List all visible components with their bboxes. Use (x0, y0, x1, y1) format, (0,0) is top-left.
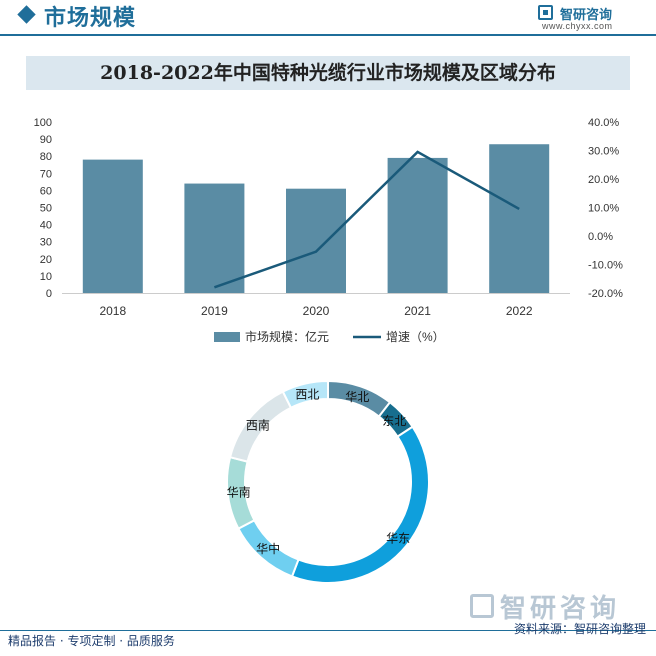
y-right-tick-label: 30.0% (588, 146, 619, 158)
x-tick-label: 2022 (506, 304, 533, 318)
page-title: 市场规模 (44, 6, 137, 31)
y-left-tick-label: 70 (40, 168, 52, 180)
bar (286, 188, 346, 293)
x-tick-label: 2019 (201, 304, 228, 318)
brand-logo-icon (538, 5, 553, 20)
x-tick-label: 2021 (404, 304, 431, 318)
footer-slogan: 精品报告 · 专项定制 · 品质服务 (8, 634, 175, 648)
donut-slice (290, 425, 430, 584)
y-left-tick-label: 10 (40, 271, 52, 283)
y-right-tick-label: 0.0% (588, 231, 613, 243)
diamond-icon (17, 5, 36, 24)
growth-line (213, 150, 520, 289)
donut-slice-label: 东北 (382, 414, 406, 428)
brand-url: www.chyxx.com (542, 21, 613, 31)
y-right-tick-label: -10.0% (588, 260, 623, 272)
data-source: 资料来源：智研咨询整理 (513, 622, 646, 636)
donut-slice-label: 西北 (295, 387, 319, 401)
footer-divider (0, 630, 656, 631)
bar (387, 157, 448, 293)
watermark-logo-icon (470, 594, 494, 618)
header-divider (0, 34, 656, 36)
y-left-tick-label: 50 (40, 203, 52, 215)
brand-name: 智研咨询 (560, 8, 613, 23)
bar (184, 183, 245, 293)
y-left-tick-label: 90 (40, 134, 52, 146)
y-left-tick-label: 100 (34, 117, 52, 129)
donut-slice-label: 华北 (345, 390, 369, 404)
donut-slice-label: 西南 (246, 418, 270, 433)
top-header: 市场规模 智研咨询 www.chyxx.com (0, 0, 656, 42)
legend-line-label: 增速（%） (386, 330, 445, 344)
y-left-tick-label: 40 (40, 220, 52, 232)
donut-slice-label: 华中 (256, 541, 280, 556)
x-tick-label: 2020 (303, 304, 330, 318)
donut-slice-label: 华东 (386, 531, 410, 545)
y-right-tick-label: 10.0% (588, 203, 619, 215)
chart-title: 2018-2022年中国特种光缆行业市场规模及区域分布 (26, 56, 630, 90)
y-left-tick-label: 30 (40, 237, 52, 249)
donut-slice-label: 华南 (227, 484, 251, 499)
legend-bar-label: 市场规模：亿元 (245, 329, 329, 344)
bar (82, 159, 143, 293)
legend-bar-swatch (214, 332, 240, 342)
y-left-tick-label: 80 (40, 151, 52, 163)
x-tick-label: 2018 (99, 304, 126, 318)
brand: 智研咨询 www.chyxx.com (538, 3, 638, 33)
y-left-tick-label: 20 (40, 254, 52, 266)
y-right-tick-label: 40.0% (588, 117, 619, 129)
y-right-tick-label: 20.0% (588, 174, 619, 186)
watermark-text: 智研咨询 (500, 594, 621, 624)
y-left-tick-label: 60 (40, 185, 52, 197)
y-left-tick-label: 0 (46, 288, 52, 300)
donut-slice (281, 379, 329, 410)
bar-line-chart: 0 10 20 30 40 50 60 70 80 90 100 -20.0% -10.0% 0.0% 10… (34, 117, 623, 344)
y-right-tick-label: -20.0% (588, 288, 623, 300)
bar (489, 144, 550, 293)
